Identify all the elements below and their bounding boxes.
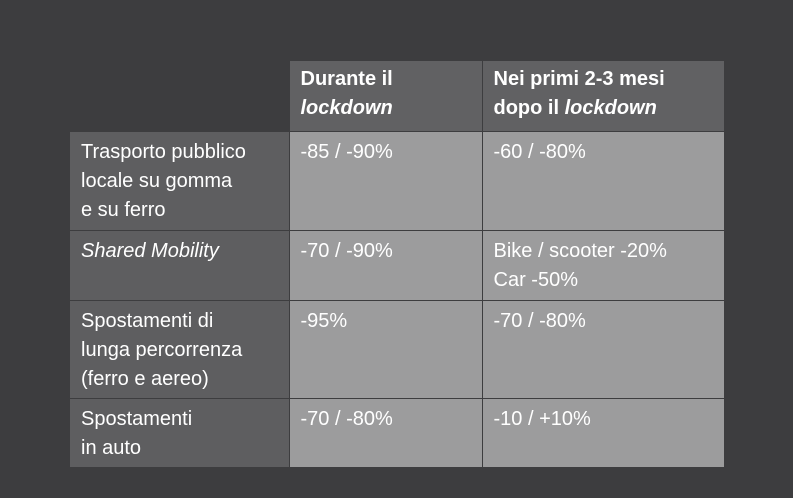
header-during-lockdown: Durante il lockdown — [288, 61, 482, 131]
cell-during-value: -70 / -80% — [300, 407, 393, 430]
cell-after-value: -60 / -80% — [493, 140, 586, 163]
cell-during-value: -95% — [300, 309, 348, 332]
row-label-line: Trasporto pubblico — [81, 140, 246, 163]
table-header-row: Durante il lockdown Nei primi 2-3 mesi d… — [70, 61, 724, 131]
row-label-line: e su ferro — [81, 198, 166, 221]
cell-during-value: -70 / -90% — [300, 239, 393, 262]
table-row: Spostamenti in auto -70 / -80% -10 / +10… — [70, 397, 724, 467]
cell-during: -70 / -90% — [288, 229, 482, 300]
header-during-line2: lockdown — [300, 97, 393, 119]
header-after-line1: Nei primi 2-3 mesi — [493, 68, 665, 90]
row-label-line: Spostamenti di — [81, 309, 214, 332]
row-label-line: Spostamenti — [81, 407, 193, 430]
cell-after: -10 / +10% — [481, 397, 724, 467]
header-corner — [70, 61, 289, 131]
header-after-italic: lockdown — [564, 97, 657, 119]
row-label-car-trips: Spostamenti in auto — [70, 397, 289, 467]
row-label-line: in auto — [81, 436, 142, 459]
table-row: Spostamenti di lunga percorrenza (ferro … — [70, 299, 724, 398]
mobility-impact-table: Durante il lockdown Nei primi 2-3 mesi d… — [70, 61, 724, 467]
cell-during: -95% — [288, 299, 482, 398]
cell-during-value: -85 / -90% — [300, 140, 393, 163]
row-label-long-distance: Spostamenti di lunga percorrenza (ferro … — [70, 299, 289, 398]
cell-after-value: -10 / +10% — [493, 407, 591, 430]
row-label-line: Shared Mobility — [81, 239, 219, 262]
row-label-line: locale su gomma — [81, 169, 233, 192]
cell-during: -70 / -80% — [288, 397, 482, 467]
header-after-lockdown: Nei primi 2-3 mesi dopo il lockdown — [481, 61, 724, 131]
cell-after-value: -70 / -80% — [493, 309, 586, 332]
row-label-line: lunga percorrenza — [81, 338, 243, 361]
cell-after: Bike / scooter -20% Car -50% — [481, 229, 724, 300]
row-label-line: (ferro e aereo) — [81, 367, 209, 390]
cell-after: -60 / -80% — [481, 130, 724, 230]
header-during-line1: Durante il — [300, 68, 393, 90]
table-row: Shared Mobility -70 / -90% Bike / scoote… — [70, 229, 724, 300]
cell-after-value: Bike / scooter -20% — [493, 239, 667, 262]
table-row: Trasporto pubblico locale su gomma e su … — [70, 130, 724, 230]
row-label-shared-mobility: Shared Mobility — [70, 229, 289, 300]
header-after-prefix: dopo il — [493, 97, 565, 119]
row-label-public-transport: Trasporto pubblico locale su gomma e su … — [70, 130, 289, 230]
cell-during: -85 / -90% — [288, 130, 482, 230]
cell-after: -70 / -80% — [481, 299, 724, 398]
cell-after-value: Car -50% — [493, 268, 578, 291]
header-after-line2: dopo il lockdown — [494, 94, 714, 123]
